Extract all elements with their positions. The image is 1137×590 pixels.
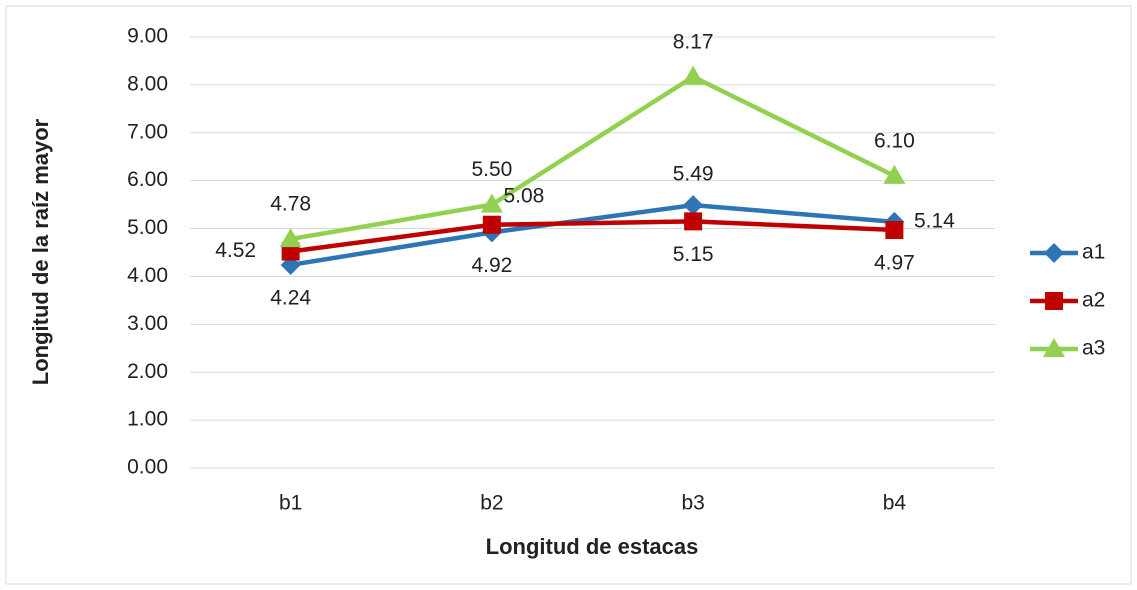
legend-label: a1 <box>1082 241 1105 264</box>
chart-border <box>5 5 1132 585</box>
x-tick-label: b1 <box>279 492 302 515</box>
x-tick-label: b2 <box>480 492 503 515</box>
data-label: 4.97 <box>874 252 915 275</box>
series-line <box>290 219 895 254</box>
data-label: 5.15 <box>673 243 714 266</box>
legend-marker <box>1044 243 1064 263</box>
legend-marker <box>1045 292 1063 310</box>
y-tick-label: 8.00 <box>127 72 168 95</box>
marker <box>682 65 705 85</box>
series-line <box>290 74 896 242</box>
data-label: 6.10 <box>874 129 915 152</box>
y-tick-label: 2.00 <box>127 360 168 383</box>
marker <box>684 212 703 231</box>
y-tick-label: 9.00 <box>127 25 168 48</box>
y-tick-label: 5.00 <box>127 216 168 239</box>
data-label: 8.17 <box>673 30 714 53</box>
marker <box>480 193 503 213</box>
legend-marker <box>1043 338 1065 357</box>
data-label: 4.24 <box>270 286 311 309</box>
x-axis-title: Longitud de estacas <box>486 534 699 559</box>
data-label: 4.52 <box>215 239 256 262</box>
y-tick-label: 0.00 <box>127 456 168 479</box>
data-label: 4.78 <box>270 193 311 216</box>
y-tick-label: 1.00 <box>127 408 168 431</box>
legend-label: a3 <box>1082 337 1105 360</box>
marker <box>885 220 904 239</box>
y-tick-label: 4.00 <box>127 264 168 287</box>
data-label: 4.92 <box>471 254 512 277</box>
y-tick-label: 3.00 <box>127 312 168 335</box>
marker <box>683 195 704 216</box>
y-tick-label: 7.00 <box>127 120 168 143</box>
data-label: 5.14 <box>914 209 955 232</box>
y-axis-title: Longitud de la raíz mayor <box>28 118 53 385</box>
data-label: 5.49 <box>673 163 714 186</box>
data-label: 5.08 <box>503 184 544 207</box>
legend-label: a2 <box>1082 289 1105 312</box>
series-line <box>290 202 895 268</box>
x-tick-label: b4 <box>883 492 907 515</box>
y-tick-label: 6.00 <box>127 168 168 191</box>
data-label: 5.50 <box>471 158 512 181</box>
marker <box>883 164 906 184</box>
x-tick-label: b3 <box>681 492 704 515</box>
marker <box>279 228 302 248</box>
marker <box>482 215 501 234</box>
